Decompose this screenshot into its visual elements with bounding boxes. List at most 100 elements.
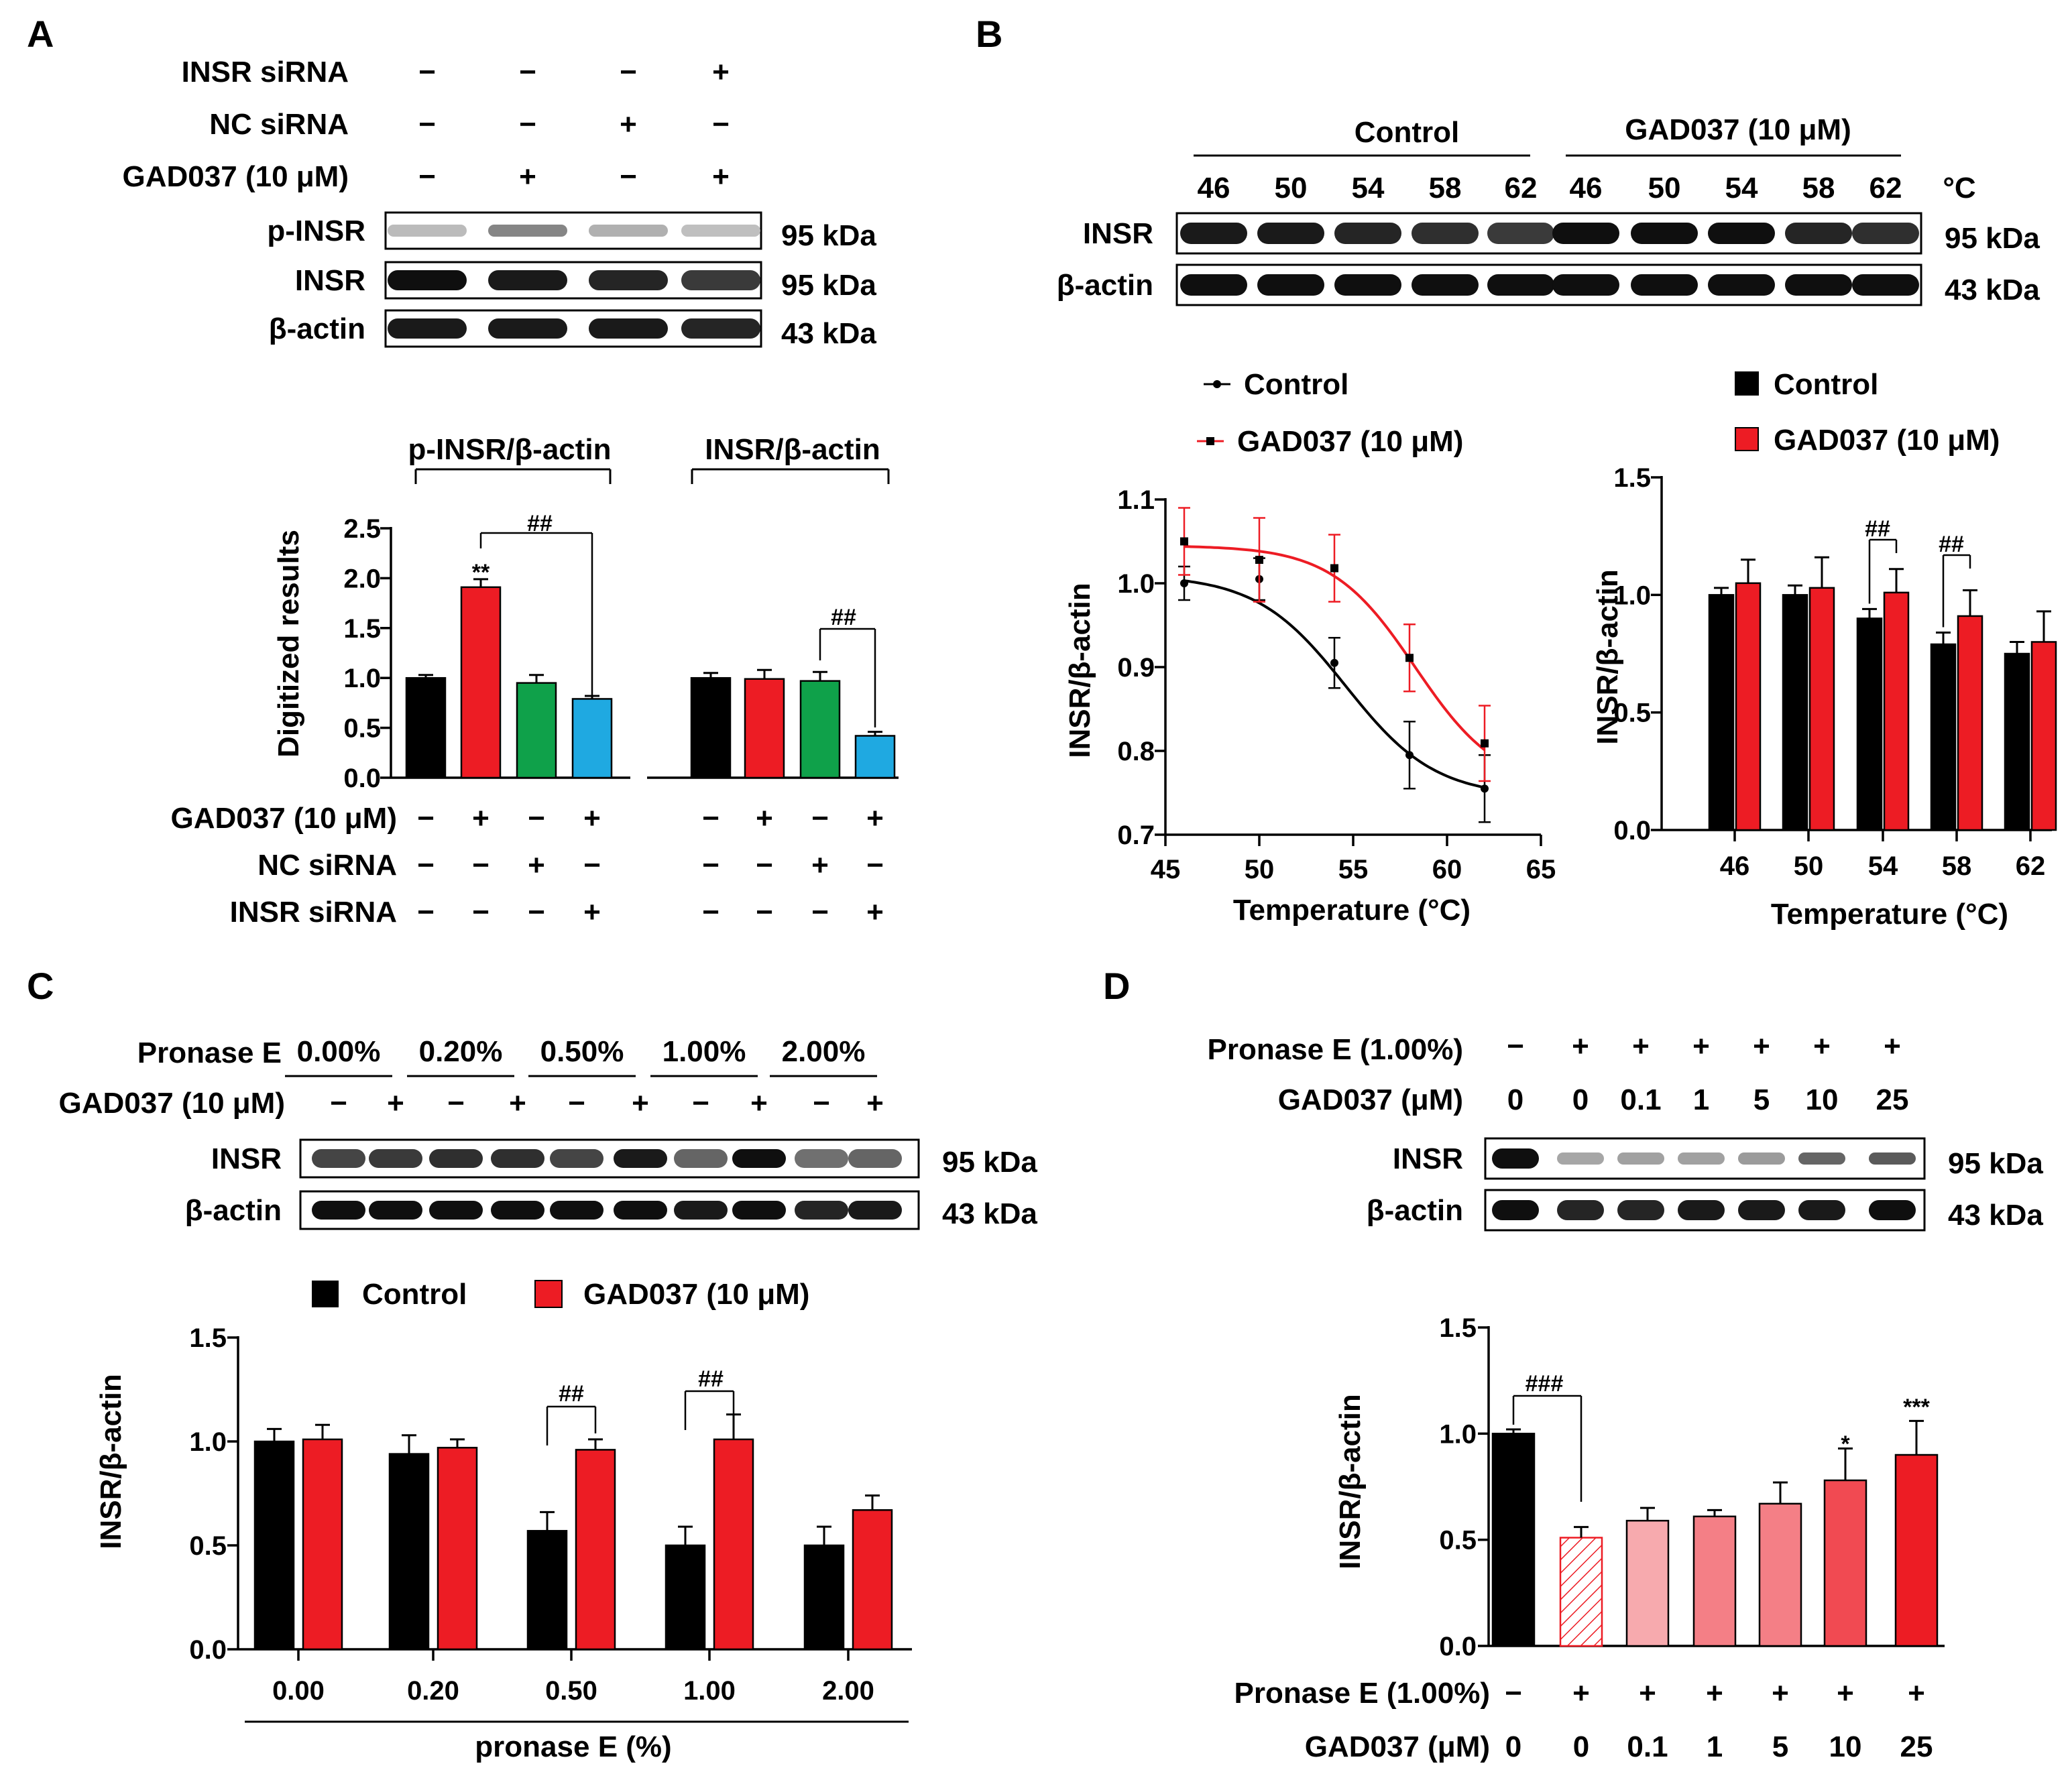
d-blot-row2-val-1: 0 (1572, 1083, 1589, 1116)
a-below-sign-0-0: − (417, 802, 435, 835)
a-band-kda-2: 43 kDa (781, 317, 876, 350)
d-blot-row1-label: Pronase E (1.00%) (1208, 1033, 1464, 1066)
b-temp-2: 54 (1352, 172, 1385, 204)
a-below-sign-1-4: − (702, 849, 720, 882)
c-xtick-2: 0.50 (545, 1676, 597, 1706)
a-bar-1-1 (744, 678, 785, 779)
b-temp-3: 58 (1429, 172, 1462, 204)
c-legend-text-0: Control (362, 1278, 467, 1311)
panel-c-chart: INSR/β-actin pronase E (%) ## ## Control… (95, 1278, 912, 1763)
b-band-1-6 (1631, 274, 1698, 296)
c-band-0-8 (795, 1149, 848, 1168)
a-band-0-3 (681, 225, 760, 237)
c-xtick-0: 0.00 (272, 1676, 325, 1706)
a-below-sign-1-6: + (811, 849, 829, 882)
c-legend-swatch-0 (312, 1281, 339, 1307)
c-band-1-0 (312, 1201, 365, 1220)
a-band-2-2 (589, 318, 668, 339)
b-bar-ytick-2: 1.0 (1613, 581, 1651, 610)
b-band-label-1: β-actin (1057, 269, 1153, 302)
panel-d-blot: Pronase E (1.00%) − + + + + + + GAD037 (μM) 0 0 0.1… (1208, 1030, 2044, 1232)
b-band-0-9 (1852, 223, 1919, 244)
a-ytick-5: 2.5 (343, 514, 381, 544)
b-line-legend-text-0: Control (1244, 368, 1348, 401)
a-cond-sign-0-0: − (418, 56, 436, 88)
d-blot-row2-val-5: 10 (1806, 1083, 1839, 1116)
b-line-legend-text-1: GAD037 (10 μM) (1237, 425, 1463, 458)
a-below-sign-1-0: − (417, 849, 435, 882)
c-band-0-1 (369, 1149, 422, 1168)
d-blot-row2-val-4: 5 (1753, 1083, 1770, 1116)
d-bar-2 (1625, 1519, 1670, 1647)
c-row1-label: Pronase E (137, 1037, 282, 1069)
c-sign-9: + (866, 1087, 884, 1120)
a-below-sign-0-5: + (756, 802, 773, 835)
d-band-1-2 (1617, 1200, 1664, 1220)
b-band-0-6 (1631, 223, 1698, 244)
c-bar-1-1 (437, 1447, 478, 1651)
b-bar-1-0 (1735, 582, 1762, 831)
a-below-sign-1-3: − (583, 849, 601, 882)
d-band-kda-0: 95 kDa (1948, 1147, 2043, 1180)
c-band-0-2 (429, 1149, 483, 1168)
a-below-sign-1-1: − (472, 849, 490, 882)
b-line-point-0-2 (1330, 658, 1338, 667)
a-below-sign-2-0: − (417, 896, 435, 929)
a-ytick-3: 1.5 (343, 614, 381, 644)
c-band-1-4 (550, 1201, 603, 1220)
a-band-0-2 (589, 225, 668, 237)
a-band-kda-0: 95 kDa (781, 219, 876, 252)
a-cond-sign-1-3: − (712, 108, 730, 141)
d-blot-row1-sign-5: + (1813, 1030, 1831, 1063)
panel-b-blot: Control GAD037 (10 μM) 46 50 54 58 62 46 50 54 58 6… (1057, 113, 2040, 306)
d-band-1-5 (1798, 1200, 1845, 1220)
a-band-kda-1: 95 kDa (781, 269, 876, 302)
a-below-sign-2-4: − (702, 896, 720, 929)
d-blot-row2-val-0: 0 (1507, 1083, 1523, 1116)
a-cond-sign-0-3: + (712, 56, 730, 88)
panel-a-letter: A (27, 13, 54, 55)
d-band-0-4 (1738, 1152, 1785, 1165)
d-row1-sign-1: + (1572, 1677, 1590, 1710)
c-xtick-1: 0.20 (407, 1676, 459, 1706)
a-band-2-1 (488, 318, 567, 339)
c-band-label-0: INSR (211, 1142, 282, 1175)
c-row2-label: GAD037 (10 μM) (59, 1087, 285, 1120)
b-bar-xtick-0: 46 (1720, 851, 1750, 881)
d-band-label-1: β-actin (1367, 1194, 1463, 1227)
c-ytick-2: 1.0 (189, 1427, 227, 1457)
b-line-legend-marker-1 (1206, 437, 1214, 445)
c-bar-1-2 (575, 1449, 616, 1651)
c-band-0-3 (491, 1149, 544, 1168)
b-band-1-8 (1785, 274, 1852, 296)
a-band-label-0: p-INSR (267, 215, 365, 247)
b-line-point-0-0 (1180, 579, 1188, 587)
d-blot-row1-sign-0: − (1507, 1030, 1524, 1063)
a-below-sign-1-7: − (866, 849, 884, 882)
b-line-ytick-3: 1.0 (1117, 569, 1155, 599)
b-line-xtick-2: 55 (1338, 855, 1369, 884)
d-blot-row2-label: GAD037 (μM) (1278, 1083, 1463, 1116)
a-cond-sign-2-1: + (519, 160, 536, 193)
c-conc-0: 0.00% (297, 1035, 381, 1068)
d-bar-0 (1491, 1433, 1536, 1647)
a-cond-sign-1-1: − (519, 108, 536, 141)
c-band-1-5 (614, 1201, 667, 1220)
a-cond-label-2: GAD037 (10 μM) (123, 160, 349, 193)
b-band-0-3 (1412, 223, 1479, 244)
a-below-sign-1-5: − (756, 849, 773, 882)
c-band-0-9 (848, 1149, 902, 1168)
panel-b-bar-xlabel: Temperature (°C) (1771, 898, 2008, 931)
d-bar-3 (1692, 1515, 1737, 1647)
b-group-label-0: Control (1355, 116, 1459, 149)
b-temp-8: 58 (1802, 172, 1835, 204)
b-bar-xtick-4: 62 (2016, 851, 2046, 881)
d-row1-sign-3: + (1706, 1677, 1723, 1710)
a-cond-sign-1-0: − (418, 108, 436, 141)
d-band-0-6 (1869, 1152, 1916, 1165)
d-row1-sign-0: − (1505, 1677, 1522, 1710)
panel-b-hash-58: ## (1939, 532, 1964, 557)
d-band-0-3 (1678, 1152, 1725, 1165)
a-cond-sign-2-0: − (418, 160, 436, 193)
d-band-1-1 (1557, 1200, 1604, 1220)
